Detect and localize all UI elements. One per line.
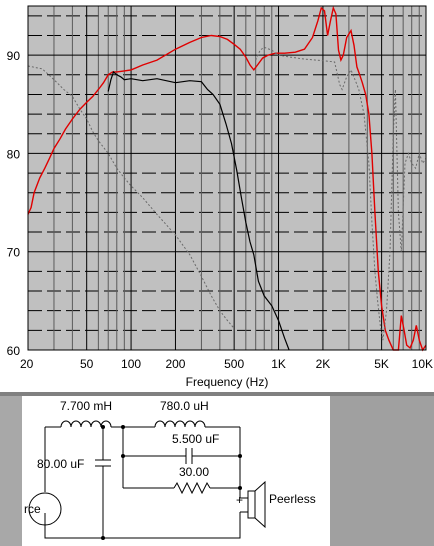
inductor-1 xyxy=(60,420,112,428)
y-tick-label: 80 xyxy=(7,147,21,161)
plot-border xyxy=(27,5,427,351)
x-tick-label: 5K xyxy=(374,357,389,371)
schematic-panel: 7.700 mH 780.0 uH 5.500 uF 80.00 uF 30.0… xyxy=(0,396,434,546)
x-tick-label: 100 xyxy=(121,357,141,371)
inductor-1-label: 7.700 mH xyxy=(60,399,112,413)
capacitor-parallel-label: 5.500 uF xyxy=(172,432,219,446)
y-tick-label: 60 xyxy=(7,344,21,358)
empty-panel xyxy=(330,396,434,546)
x-tick-label: 10K xyxy=(412,357,433,371)
left-strip xyxy=(0,396,22,546)
polarity-plus: + xyxy=(236,493,243,507)
driver-magnet xyxy=(247,490,256,519)
crossover-schematic: 7.700 mH 780.0 uH 5.500 uF 80.00 uF 30.0… xyxy=(24,399,316,540)
inductor-2-label: 780.0 uH xyxy=(160,399,209,413)
frequency-response-chart: 20 50 100 200 500 1K 2K 5K 10K 60 70 80 90 Frequenc… xyxy=(7,5,433,389)
series-group xyxy=(27,5,427,352)
plot-area xyxy=(28,6,426,350)
minor-grid xyxy=(28,6,426,350)
y-tick-label: 90 xyxy=(7,49,21,63)
chart-panel: 20 50 100 200 500 1K 2K 5K 10K 60 70 80 90 Frequenc… xyxy=(6,5,433,389)
series-line-black-1 xyxy=(107,70,290,351)
series-line-dotted-2 xyxy=(27,65,235,329)
y-tick-labels: 60 70 80 90 xyxy=(7,49,21,358)
series-line-dotted-3 xyxy=(255,46,427,341)
x-tick-label: 2K xyxy=(316,357,331,371)
x-tick-label: 500 xyxy=(224,357,244,371)
resistor-label: 30.00 xyxy=(179,465,209,479)
driver-cone xyxy=(254,480,266,529)
x-tick-label: 20 xyxy=(20,357,34,371)
panel-separator xyxy=(0,392,434,396)
series-line-red-0 xyxy=(27,5,427,352)
resistor-zigzag xyxy=(173,481,211,495)
x-axis-label: Frequency (Hz) xyxy=(186,375,269,389)
schematic-area: 7.700 mH 780.0 uH 5.500 uF 80.00 uF 30.0… xyxy=(22,396,330,546)
y-tick-label: 70 xyxy=(7,246,21,260)
x-tick-label: 1K xyxy=(271,357,286,371)
inductor-2 xyxy=(154,420,206,428)
capacitor-shunt-label: 80.00 uF xyxy=(37,457,84,471)
x-tick-label: 200 xyxy=(165,357,185,371)
driver-label: Peerless xyxy=(269,492,316,506)
source-label: rce xyxy=(24,502,41,516)
x-tick-labels: 20 50 100 200 500 1K 2K 5K 10K xyxy=(20,357,433,371)
x-tick-label: 50 xyxy=(80,357,94,371)
